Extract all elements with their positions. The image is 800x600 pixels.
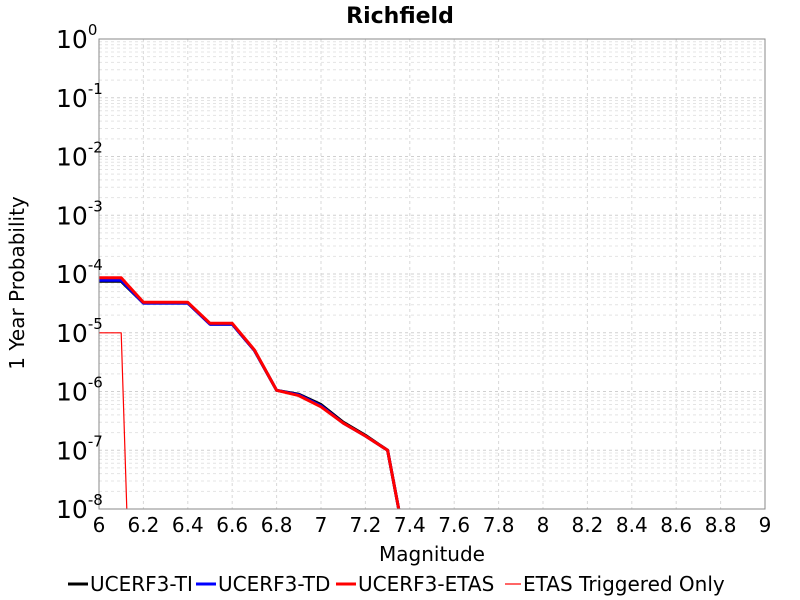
legend-label: UCERF3-TI xyxy=(90,572,193,596)
x-tick-label: 9 xyxy=(759,513,772,537)
x-tick-label: 6.8 xyxy=(261,513,293,537)
chart-title: Richfield xyxy=(346,4,454,29)
y-tick-label: 10-1 xyxy=(56,80,103,113)
x-tick-label: 7 xyxy=(315,513,328,537)
y-tick-base: 10 xyxy=(56,378,88,407)
y-tick-exponent: -6 xyxy=(88,374,103,392)
y-tick-label: 10-7 xyxy=(56,432,103,465)
y-tick-label: 100 xyxy=(56,21,97,54)
x-tick-label: 6 xyxy=(93,513,106,537)
x-tick-label: 8.4 xyxy=(616,513,648,537)
y-tick-exponent: -3 xyxy=(88,197,103,215)
x-tick-label: 8.8 xyxy=(705,513,737,537)
x-tick-label: 6.2 xyxy=(127,513,159,537)
y-tick-exponent: -2 xyxy=(88,139,103,157)
y-tick-exponent: -5 xyxy=(88,315,103,333)
y-tick-exponent: -7 xyxy=(88,432,103,450)
x-tick-label: 6.6 xyxy=(216,513,248,537)
y-tick-label: 10-5 xyxy=(56,315,103,348)
y-tick-label: 10-2 xyxy=(56,139,103,172)
legend: UCERF3-TI UCERF3-TD UCERF3-ETAS ETAS Trigge… xyxy=(68,572,725,596)
y-tick-base: 10 xyxy=(56,495,88,524)
x-tick-label: 7.6 xyxy=(438,513,470,537)
y-tick-label: 10-4 xyxy=(56,256,103,289)
y-tick-base: 10 xyxy=(56,319,88,348)
y-tick-exponent: 0 xyxy=(88,21,98,39)
y-tick-base: 10 xyxy=(56,143,88,172)
x-tick-label: 8.6 xyxy=(660,513,692,537)
legend-label: ETAS Triggered Only xyxy=(523,572,725,596)
y-tick-exponent: -4 xyxy=(88,256,103,274)
y-tick-label: 10-3 xyxy=(56,197,103,230)
x-tick-label: 6.4 xyxy=(172,513,204,537)
x-axis-ticks: 6 6.2 6.4 6.6 6.8 7 7.2 7.4 7.6 7.8 8 8.2 8.4 8.6 8.8 9 xyxy=(93,513,772,537)
x-tick-label: 8 xyxy=(537,513,550,537)
y-tick-base: 10 xyxy=(56,436,88,465)
y-tick-exponent: -1 xyxy=(88,80,103,98)
legend-label: UCERF3-TD xyxy=(218,572,330,596)
y-tick-label: 10-6 xyxy=(56,374,103,407)
x-tick-label: 7.4 xyxy=(394,513,426,537)
x-tick-label: 7.2 xyxy=(349,513,381,537)
x-tick-label: 7.8 xyxy=(483,513,515,537)
y-tick-base: 10 xyxy=(56,260,88,289)
y-tick-exponent: -8 xyxy=(88,491,103,509)
x-axis-label: Magnitude xyxy=(379,542,485,566)
y-tick-base: 10 xyxy=(56,25,88,54)
legend-label: UCERF3-ETAS xyxy=(358,572,494,596)
y-tick-base: 10 xyxy=(56,201,88,230)
x-tick-label: 8.2 xyxy=(571,513,603,537)
y-axis-label: 1 Year Probability xyxy=(5,196,29,370)
y-tick-base: 10 xyxy=(56,84,88,113)
